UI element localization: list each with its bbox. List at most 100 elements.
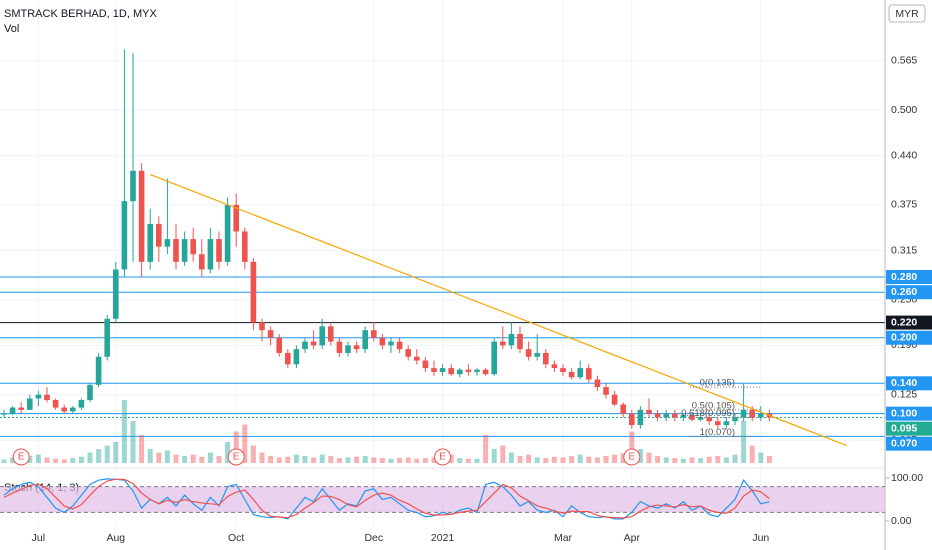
x-tick-label: Jun <box>752 532 769 544</box>
volume-bar <box>749 445 755 463</box>
volume-bar <box>629 431 635 463</box>
candle-body <box>1 413 7 415</box>
candle-body <box>448 368 454 375</box>
volume-bar <box>741 421 747 463</box>
volume-bar <box>698 458 704 463</box>
event-marker <box>12 448 30 466</box>
candle-body <box>689 415 695 420</box>
candle-body <box>568 371 575 378</box>
volume-bar <box>508 452 514 463</box>
level-tag <box>886 406 932 421</box>
x-tick-label: Mar <box>554 532 573 544</box>
level-label: 0.095 <box>891 422 917 434</box>
candle-body <box>285 352 291 365</box>
candle-body <box>130 170 136 202</box>
candle-body <box>371 330 377 338</box>
volume-bar <box>190 454 196 463</box>
volume-label: Vol <box>4 23 19 35</box>
candle-body <box>697 417 704 420</box>
candle-body <box>52 400 59 408</box>
candle-body <box>474 369 480 372</box>
currency: MYR <box>895 8 919 20</box>
volume-bar <box>104 445 110 463</box>
candle-body <box>353 345 360 350</box>
event-marker <box>434 448 452 466</box>
candle-body <box>663 413 669 418</box>
candle-body <box>508 333 515 346</box>
candle-body <box>740 409 747 418</box>
volume-bar <box>612 454 618 463</box>
event-label: E <box>439 452 446 463</box>
volume-bar <box>156 452 162 463</box>
level-label: 0.280 <box>891 271 917 283</box>
candle-body <box>500 341 506 346</box>
volume-bar <box>646 452 652 463</box>
level-tag <box>886 315 932 330</box>
volume-bar <box>603 456 609 463</box>
volume-bar <box>130 421 136 463</box>
candle-body <box>319 326 325 346</box>
volume-bar <box>706 456 712 463</box>
volume-bar <box>405 457 411 463</box>
fib-label: 1(0.070) <box>700 427 735 438</box>
volume-bar <box>259 452 265 463</box>
candle-body <box>328 326 334 342</box>
candle-body <box>457 369 463 375</box>
volume-bar <box>483 435 489 463</box>
candle-body <box>233 204 239 232</box>
volume-bar <box>302 456 308 463</box>
volume-bar <box>543 458 549 463</box>
level-label: 0.140 <box>891 377 917 389</box>
volume-bar <box>328 456 334 463</box>
stoch-tick-label: 0.00 <box>891 515 912 527</box>
volume-bar <box>78 456 84 463</box>
x-tick-label: Jul <box>32 532 45 544</box>
y-tick-label: 0.315 <box>891 244 917 256</box>
volume-bar <box>457 458 463 463</box>
candle-body <box>637 409 644 426</box>
candle-body <box>199 254 205 270</box>
volume-bar <box>336 458 342 463</box>
fib-label: 0.5(0.105) <box>692 400 735 411</box>
level-label: 0.070 <box>891 437 917 449</box>
candle-body <box>250 261 257 323</box>
candle-body <box>611 394 618 405</box>
currency-button[interactable] <box>888 4 926 23</box>
volume-bar <box>362 456 368 463</box>
candle-body <box>706 417 712 422</box>
volume-bar <box>293 454 299 463</box>
volume-bar <box>285 456 291 463</box>
level-label: 0.260 <box>891 286 917 298</box>
candle-body <box>525 349 532 357</box>
candle-body <box>388 341 394 346</box>
volume-bar <box>250 445 256 463</box>
candle-body <box>164 239 171 247</box>
level-tag <box>886 270 932 285</box>
volume-bar <box>113 442 119 463</box>
candle-body <box>422 360 429 369</box>
candle-body <box>173 239 179 262</box>
candle-body <box>70 407 76 412</box>
x-tick-label: Dec <box>364 532 383 544</box>
volume-bar <box>1 459 7 463</box>
candle-body <box>104 318 110 357</box>
volume-bar <box>689 457 695 463</box>
candle-body <box>18 407 24 410</box>
volume-bar <box>164 450 170 463</box>
candle-body <box>267 330 274 338</box>
candle-body <box>680 415 687 418</box>
candle-body <box>207 239 214 270</box>
candle-body <box>586 368 592 380</box>
candle-body <box>121 201 128 270</box>
candle-body <box>465 369 472 372</box>
candle-body <box>560 368 566 372</box>
candle-body <box>491 341 497 375</box>
level-tag <box>886 436 932 451</box>
volume-bar <box>534 457 540 463</box>
candle-body <box>594 379 601 388</box>
volume-bar <box>680 458 686 463</box>
event-label: E <box>18 452 25 463</box>
stoch-band <box>0 486 885 513</box>
